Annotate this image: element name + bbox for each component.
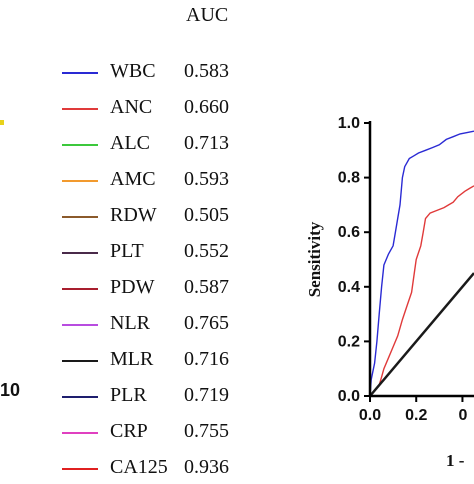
legend-label: WBC [110,60,156,82]
y-tick-label: 0.0 [338,388,360,405]
legend-auc-value: 0.936 [184,456,229,478]
legend-auc-value: 0.755 [184,420,229,442]
legend-item-nlr: NLR 0.765 [62,310,282,340]
partial-yellow-mark [0,120,4,125]
legend-swatch [62,288,98,290]
legend-swatch [62,468,98,470]
legend-label: CRP [110,420,148,442]
legend-auc-value: 0.583 [184,60,229,82]
x-axis-title: 1 - [446,451,465,470]
legend-item-amc: AMC 0.593 [62,166,282,196]
legend-item-pdw: PDW 0.587 [62,274,282,304]
legend-auc-value: 0.713 [184,132,229,154]
legend-swatch [62,216,98,218]
legend-auc-value: 0.505 [184,204,229,226]
legend-item-rdw: RDW 0.505 [62,202,282,232]
legend-item-plt: PLT 0.552 [62,238,282,268]
legend-auc-value: 0.593 [184,168,229,190]
legend-item-ca125: CA125 0.936 [62,454,282,484]
y-tick-label: 1.0 [338,115,360,132]
legend-auc-value: 0.719 [184,384,229,406]
legend-label: PLT [110,240,144,262]
y-tick-label: 0.2 [338,333,360,350]
series-line-ca125 [369,130,474,397]
roc-chart: 0.0 0.2 0.4 0.6 0.8 1.0 0.0 0.2 0 Sensitivity 1 - [305,115,474,470]
y-axis-title: Sensitivity [305,221,324,297]
legend-swatch [62,180,98,182]
legend-item-crp: CRP 0.755 [62,418,282,448]
x-tick-label: 0 [458,407,467,424]
y-tick-label: 0.6 [338,224,360,241]
legend-label: MLR [110,348,154,370]
legend-swatch [62,144,98,146]
legend-label: PLR [110,384,147,406]
series-line-nlr [369,185,474,397]
legend-label: ANC [110,96,153,118]
legend-label: PDW [110,276,155,298]
legend-swatch [62,324,98,326]
legend-auc-value: 0.716 [184,348,229,370]
reference-line [369,272,474,397]
left-panel-tick-fragment: 10 [0,380,21,400]
legend-item-anc: ANC 0.660 [62,94,282,124]
legend-swatch [62,108,98,110]
legend-item-wbc: WBC 0.583 [62,58,282,88]
legend-auc-value: 0.765 [184,312,229,334]
legend-auc-value: 0.587 [184,276,229,298]
legend-item-alc: ALC 0.713 [62,130,282,160]
x-tick-label: 0.2 [405,407,427,424]
legend-swatch [62,72,98,74]
legend-item-mlr: MLR 0.716 [62,346,282,376]
legend-swatch [62,360,98,362]
y-tick-label: 0.8 [338,170,360,187]
legend-swatch [62,396,98,398]
y-tick-label: 0.4 [338,279,360,296]
legend-label: RDW [110,204,157,226]
legend-label: AMC [110,168,156,190]
legend-swatch [62,252,98,254]
legend-title: AUC [186,4,229,26]
legend-label: ALC [110,132,150,154]
x-tick-label: 0.0 [359,407,381,424]
legend-swatch [62,432,98,434]
legend-auc-value: 0.552 [184,240,229,262]
legend-item-plr: PLR 0.719 [62,382,282,412]
legend-auc-value: 0.660 [184,96,229,118]
legend-label: CA125 [110,456,168,478]
legend-label: NLR [110,312,150,334]
